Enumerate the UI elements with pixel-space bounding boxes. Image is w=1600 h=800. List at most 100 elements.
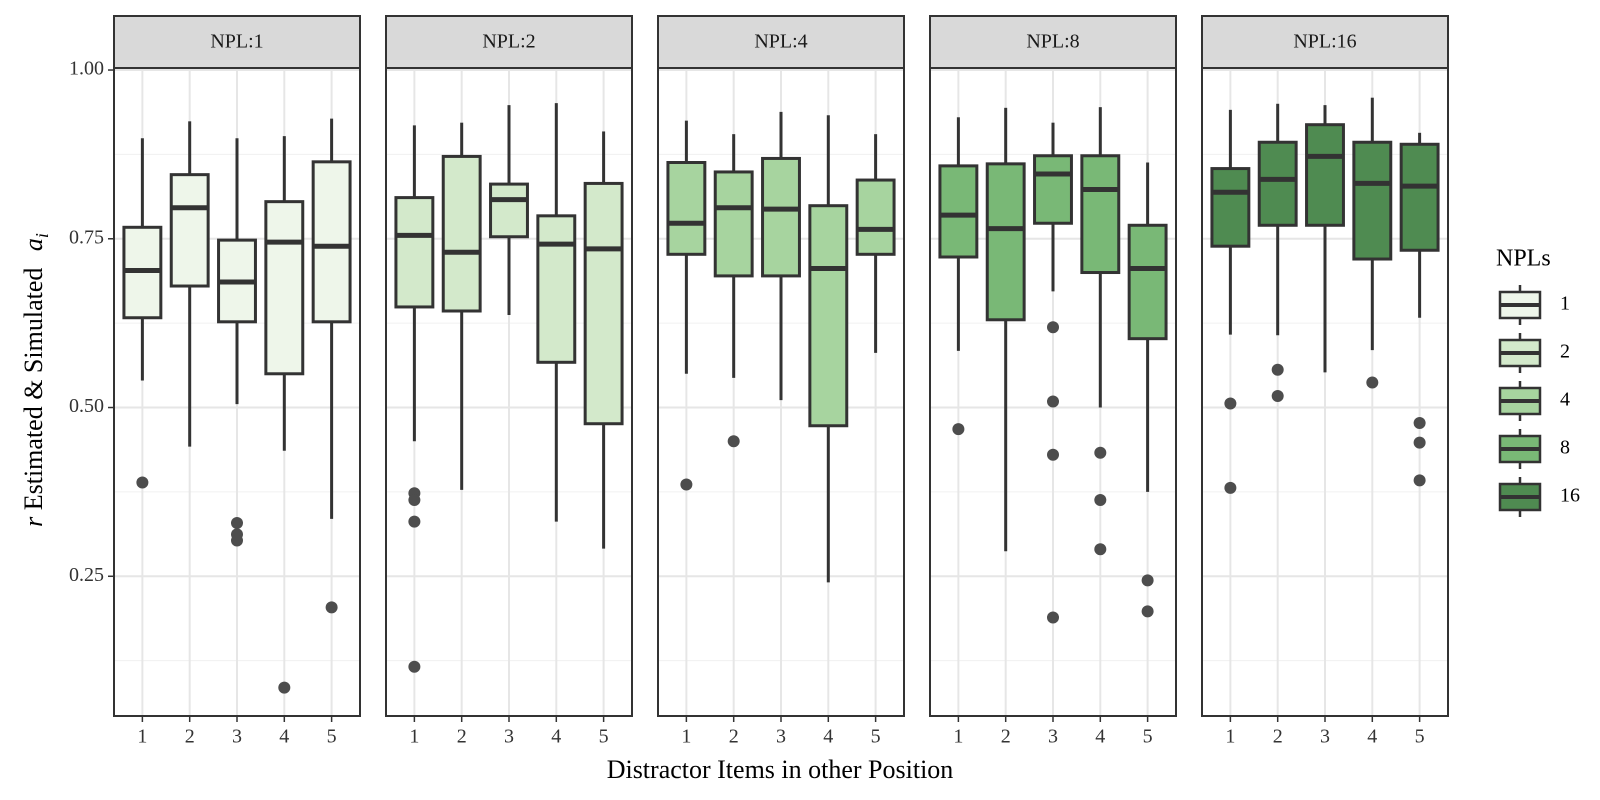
outlier bbox=[1047, 611, 1059, 624]
x-tick-label: 4 bbox=[551, 726, 561, 748]
x-tick-label: 3 bbox=[504, 726, 514, 748]
box bbox=[713, 170, 754, 278]
outlier bbox=[952, 423, 965, 436]
y-title-text: Estimated & Simulated bbox=[19, 268, 48, 511]
x-tick-label: 5 bbox=[599, 726, 609, 748]
x-tick-label: 5 bbox=[871, 726, 881, 748]
outlier bbox=[231, 516, 243, 529]
box bbox=[169, 173, 210, 288]
legend-label: 1 bbox=[1560, 293, 1570, 315]
x-tick-label: 1 bbox=[1225, 726, 1235, 748]
legend-label: 4 bbox=[1560, 389, 1570, 411]
facet-label: NPL:8 bbox=[1026, 31, 1079, 53]
facet-label: NPL:1 bbox=[210, 31, 263, 53]
x-tick-label: 2 bbox=[729, 726, 739, 748]
outlier bbox=[1141, 605, 1154, 618]
outlier bbox=[1141, 574, 1154, 587]
outlier bbox=[1413, 474, 1426, 487]
x-tick-label: 5 bbox=[1415, 726, 1425, 748]
x-tick-label: 2 bbox=[1001, 726, 1011, 748]
box bbox=[441, 154, 482, 313]
x-axis-title: Distractor Items in other Position bbox=[607, 755, 954, 784]
x-tick-label: 3 bbox=[232, 726, 242, 748]
panel-border bbox=[929, 67, 1177, 717]
box bbox=[264, 200, 305, 376]
x-tick-label: 1 bbox=[681, 726, 691, 748]
outlier bbox=[1366, 376, 1379, 389]
panel-border bbox=[657, 67, 905, 717]
outlier bbox=[231, 534, 243, 547]
x-tick-label: 4 bbox=[1095, 726, 1105, 748]
box bbox=[1080, 154, 1121, 275]
y-tick-label: 0.50 bbox=[69, 395, 104, 417]
outlier bbox=[408, 515, 421, 528]
x-tick-label: 3 bbox=[1320, 726, 1330, 748]
x-tick-label: 3 bbox=[1048, 726, 1058, 748]
x-tick-label: 4 bbox=[279, 726, 289, 748]
box bbox=[489, 182, 529, 239]
outlier bbox=[1413, 436, 1426, 449]
outlier bbox=[1094, 543, 1107, 556]
box bbox=[1305, 123, 1345, 227]
outlier bbox=[1047, 448, 1059, 461]
legend-label: 2 bbox=[1560, 341, 1570, 363]
outlier bbox=[1094, 494, 1107, 506]
facet-strip bbox=[1201, 15, 1449, 69]
box bbox=[1033, 154, 1073, 225]
facet-strip bbox=[385, 15, 633, 69]
y-axis-title: r Estimated & Simulated ai bbox=[19, 233, 52, 527]
box bbox=[761, 156, 801, 278]
x-tick-label: 1 bbox=[953, 726, 963, 748]
box bbox=[311, 160, 352, 324]
outlier bbox=[680, 478, 693, 491]
outlier bbox=[1224, 481, 1237, 494]
outlier bbox=[1047, 395, 1059, 408]
x-tick-label: 2 bbox=[1273, 726, 1283, 748]
x-tick-label: 4 bbox=[1367, 726, 1377, 748]
legend-title: NPLs bbox=[1496, 246, 1551, 272]
outlier bbox=[1271, 363, 1284, 376]
facet-label: NPL:2 bbox=[482, 31, 535, 53]
box bbox=[536, 214, 577, 364]
y-title-sub: i bbox=[32, 233, 52, 238]
box bbox=[855, 178, 896, 256]
outlier bbox=[1224, 397, 1237, 410]
box bbox=[938, 164, 979, 259]
box bbox=[1210, 167, 1251, 248]
x-tick-label: 2 bbox=[185, 726, 195, 748]
outlier bbox=[408, 494, 421, 506]
box bbox=[1399, 142, 1440, 252]
box bbox=[1352, 140, 1393, 261]
facet-label: NPL:16 bbox=[1293, 31, 1356, 53]
outlier bbox=[1094, 446, 1107, 459]
box bbox=[583, 181, 624, 426]
y-title-r: r bbox=[19, 516, 48, 527]
panel-border bbox=[113, 67, 361, 717]
x-tick-label: 1 bbox=[409, 726, 419, 748]
facet-strip bbox=[113, 15, 361, 69]
box bbox=[1127, 223, 1168, 341]
y-tick-label: 0.25 bbox=[69, 564, 104, 586]
x-tick-label: 3 bbox=[776, 726, 786, 748]
x-tick-label: 4 bbox=[823, 726, 833, 748]
box bbox=[808, 204, 849, 428]
outlier bbox=[278, 681, 291, 694]
x-tick-label: 2 bbox=[457, 726, 467, 748]
y-tick-label: 1.00 bbox=[69, 58, 104, 80]
legend-label: 8 bbox=[1560, 437, 1570, 459]
outlier bbox=[325, 601, 338, 614]
outlier bbox=[1047, 321, 1059, 334]
outlier bbox=[408, 660, 421, 673]
outlier bbox=[1271, 390, 1284, 403]
panel-border bbox=[1201, 67, 1449, 717]
outlier bbox=[727, 435, 740, 448]
legend-label: 16 bbox=[1560, 485, 1580, 507]
box bbox=[394, 196, 435, 309]
facet-strip bbox=[657, 15, 905, 69]
outlier bbox=[136, 476, 149, 489]
box bbox=[1257, 140, 1298, 227]
y-tick-label: 0.75 bbox=[69, 226, 104, 248]
y-title-a: a bbox=[19, 238, 48, 251]
panel-border bbox=[385, 67, 633, 717]
